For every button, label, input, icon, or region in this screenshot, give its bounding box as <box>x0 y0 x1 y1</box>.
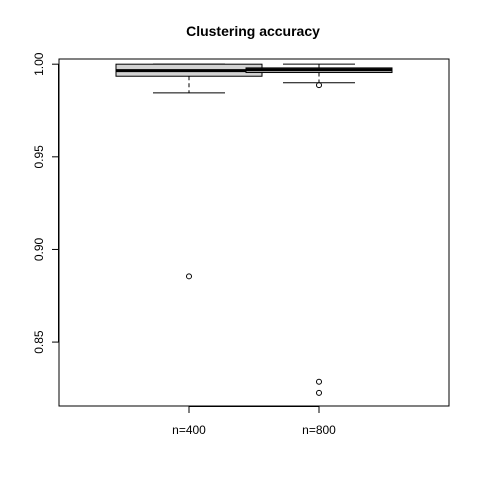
y-tick-label: 1.00 <box>32 52 46 76</box>
x-tick-label: n=400 <box>172 423 206 437</box>
y-tick-label: 0.90 <box>32 237 46 261</box>
outlier-point <box>186 273 192 280</box>
x-tick-label: n=800 <box>302 423 336 437</box>
box-group-n=800 <box>245 63 393 396</box>
box-series <box>115 63 393 396</box>
x-axis: n=400 n=800 <box>172 406 336 437</box>
y-tick-label: 0.95 <box>32 145 46 169</box>
outlier-point <box>316 82 322 89</box>
plot-frame <box>58 58 450 407</box>
y-tick-label: 0.85 <box>32 330 46 354</box>
outlier-point <box>316 389 322 396</box>
chart-title: Clustering accuracy <box>186 23 320 39</box>
outlier-point <box>316 378 322 385</box>
y-axis: 0.85 0.90 0.95 1.00 <box>32 52 59 354</box>
box-group-n=400 <box>115 63 263 280</box>
